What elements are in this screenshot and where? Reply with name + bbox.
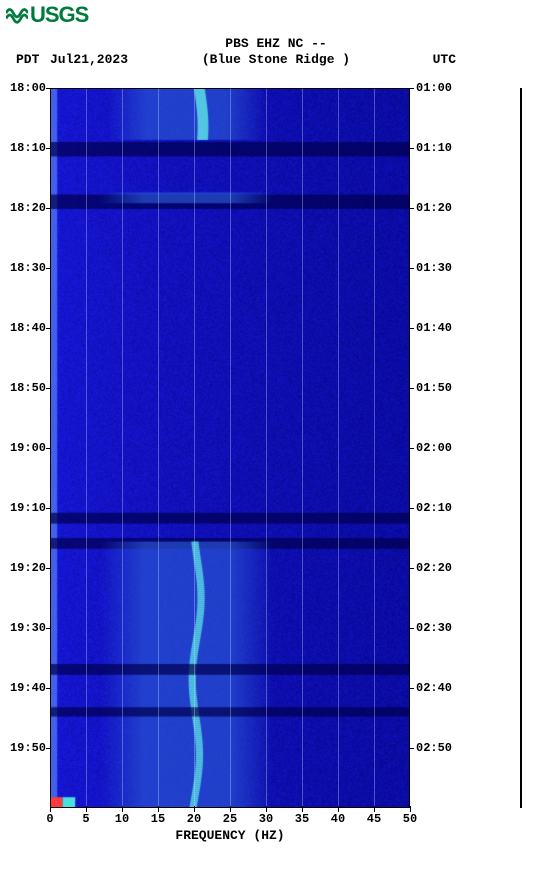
usgs-logo: USGS bbox=[6, 2, 88, 28]
y-label-left: 18:10 bbox=[10, 141, 46, 155]
y-tick-left bbox=[46, 628, 50, 629]
wave-icon bbox=[6, 5, 28, 25]
y-tick-right bbox=[410, 568, 414, 569]
gridline-v bbox=[338, 88, 339, 808]
gridline-v bbox=[86, 88, 87, 808]
x-tick-label: 15 bbox=[151, 812, 165, 826]
y-tick-right bbox=[410, 748, 414, 749]
y-tick-right bbox=[410, 448, 414, 449]
y-label-right: 02:20 bbox=[416, 561, 452, 575]
y-tick-left bbox=[46, 328, 50, 329]
y-label-left: 19:00 bbox=[10, 441, 46, 455]
y-label-left: 18:50 bbox=[10, 381, 46, 395]
x-tick-label: 50 bbox=[403, 812, 417, 826]
y-tick-right bbox=[410, 88, 414, 89]
y-label-right: 01:00 bbox=[416, 81, 452, 95]
x-tick-label: 5 bbox=[82, 812, 89, 826]
y-tick-right bbox=[410, 508, 414, 509]
gridline-v bbox=[194, 88, 195, 808]
station-label: (Blue Stone Ridge ) bbox=[0, 52, 552, 67]
y-label-right: 02:30 bbox=[416, 621, 452, 635]
y-label-right: 01:50 bbox=[416, 381, 452, 395]
y-tick-right bbox=[410, 268, 414, 269]
gridline-v bbox=[266, 88, 267, 808]
y-tick-left bbox=[46, 748, 50, 749]
x-tick-label: 35 bbox=[295, 812, 309, 826]
y-tick-left bbox=[46, 268, 50, 269]
y-label-right: 01:30 bbox=[416, 261, 452, 275]
gridline-v bbox=[122, 88, 123, 808]
y-tick-left bbox=[46, 508, 50, 509]
y-tick-left bbox=[46, 88, 50, 89]
y-label-left: 18:00 bbox=[10, 81, 46, 95]
y-tick-left bbox=[46, 208, 50, 209]
y-label-right: 02:00 bbox=[416, 441, 452, 455]
y-tick-left bbox=[46, 568, 50, 569]
y-label-left: 19:40 bbox=[10, 681, 46, 695]
y-tick-left bbox=[46, 388, 50, 389]
y-tick-right bbox=[410, 208, 414, 209]
header-line1: PBS EHZ NC -- bbox=[0, 36, 552, 51]
y-label-left: 18:20 bbox=[10, 201, 46, 215]
y-label-left: 18:40 bbox=[10, 321, 46, 335]
spectrogram-plot: 05101520253035404550 FREQUENCY (HZ) 18:0… bbox=[50, 88, 410, 808]
x-tick-label: 40 bbox=[331, 812, 345, 826]
gridline-v bbox=[230, 88, 231, 808]
y-label-right: 02:40 bbox=[416, 681, 452, 695]
y-label-left: 18:30 bbox=[10, 261, 46, 275]
y-label-left: 19:20 bbox=[10, 561, 46, 575]
x-tick-label: 20 bbox=[187, 812, 201, 826]
y-tick-right bbox=[410, 148, 414, 149]
page-root: USGS PBS EHZ NC -- PDT Jul21,2023 (Blue … bbox=[0, 0, 552, 893]
x-tick-label: 45 bbox=[367, 812, 381, 826]
y-tick-right bbox=[410, 628, 414, 629]
gridline-v bbox=[374, 88, 375, 808]
y-tick-right bbox=[410, 328, 414, 329]
x-tick-label: 0 bbox=[46, 812, 53, 826]
x-axis-title: FREQUENCY (HZ) bbox=[50, 828, 410, 843]
y-tick-left bbox=[46, 148, 50, 149]
gridline-v bbox=[302, 88, 303, 808]
x-tick-label: 25 bbox=[223, 812, 237, 826]
y-tick-right bbox=[410, 388, 414, 389]
logo-text: USGS bbox=[30, 2, 88, 28]
y-label-right: 01:20 bbox=[416, 201, 452, 215]
y-tick-left bbox=[46, 688, 50, 689]
y-label-right: 02:10 bbox=[416, 501, 452, 515]
y-tick-right bbox=[410, 688, 414, 689]
y-tick-left bbox=[46, 448, 50, 449]
y-label-right: 01:40 bbox=[416, 321, 452, 335]
x-tick-label: 10 bbox=[115, 812, 129, 826]
y-label-right: 02:50 bbox=[416, 741, 452, 755]
utc-label: UTC bbox=[433, 52, 456, 67]
y-label-left: 19:30 bbox=[10, 621, 46, 635]
x-tick-label: 30 bbox=[259, 812, 273, 826]
y-label-right: 01:10 bbox=[416, 141, 452, 155]
y-label-left: 19:10 bbox=[10, 501, 46, 515]
right-scale-bar bbox=[520, 88, 522, 808]
y-label-left: 19:50 bbox=[10, 741, 46, 755]
gridline-v bbox=[158, 88, 159, 808]
